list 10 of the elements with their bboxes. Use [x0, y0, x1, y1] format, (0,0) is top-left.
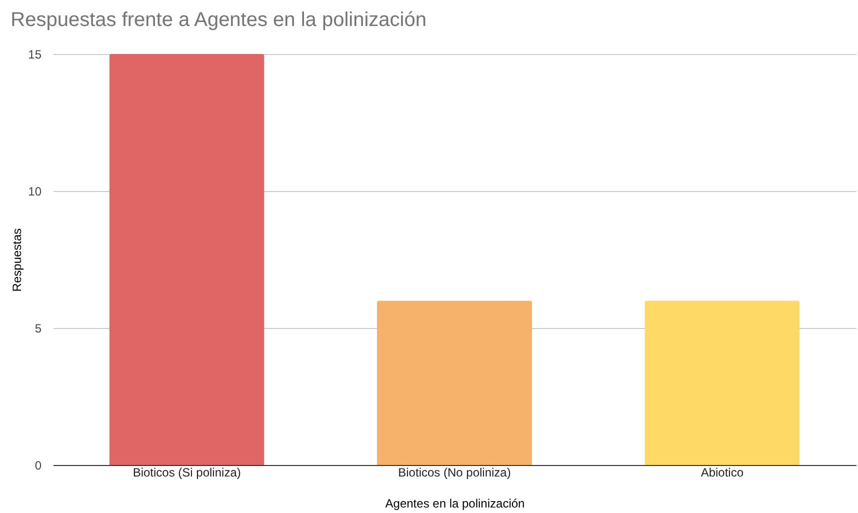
chart-title: Respuestas frente a Agentes en la polinización — [10, 9, 426, 31]
y-tick-label: 0 — [34, 458, 42, 472]
y-tick-label: 15 — [28, 48, 42, 62]
y-axis-title: Respuestas — [10, 228, 24, 292]
x-tick-label: Abiotico — [700, 466, 744, 480]
y-tick-label: 5 — [34, 322, 42, 336]
y-tick-label: 10 — [28, 184, 42, 198]
x-axis-title: Agentes en la polinización — [385, 496, 525, 510]
x-tick-label: Bioticos (No poliniza) — [398, 466, 511, 480]
x-tick-label: Bioticos (Si poliniza) — [132, 466, 241, 480]
